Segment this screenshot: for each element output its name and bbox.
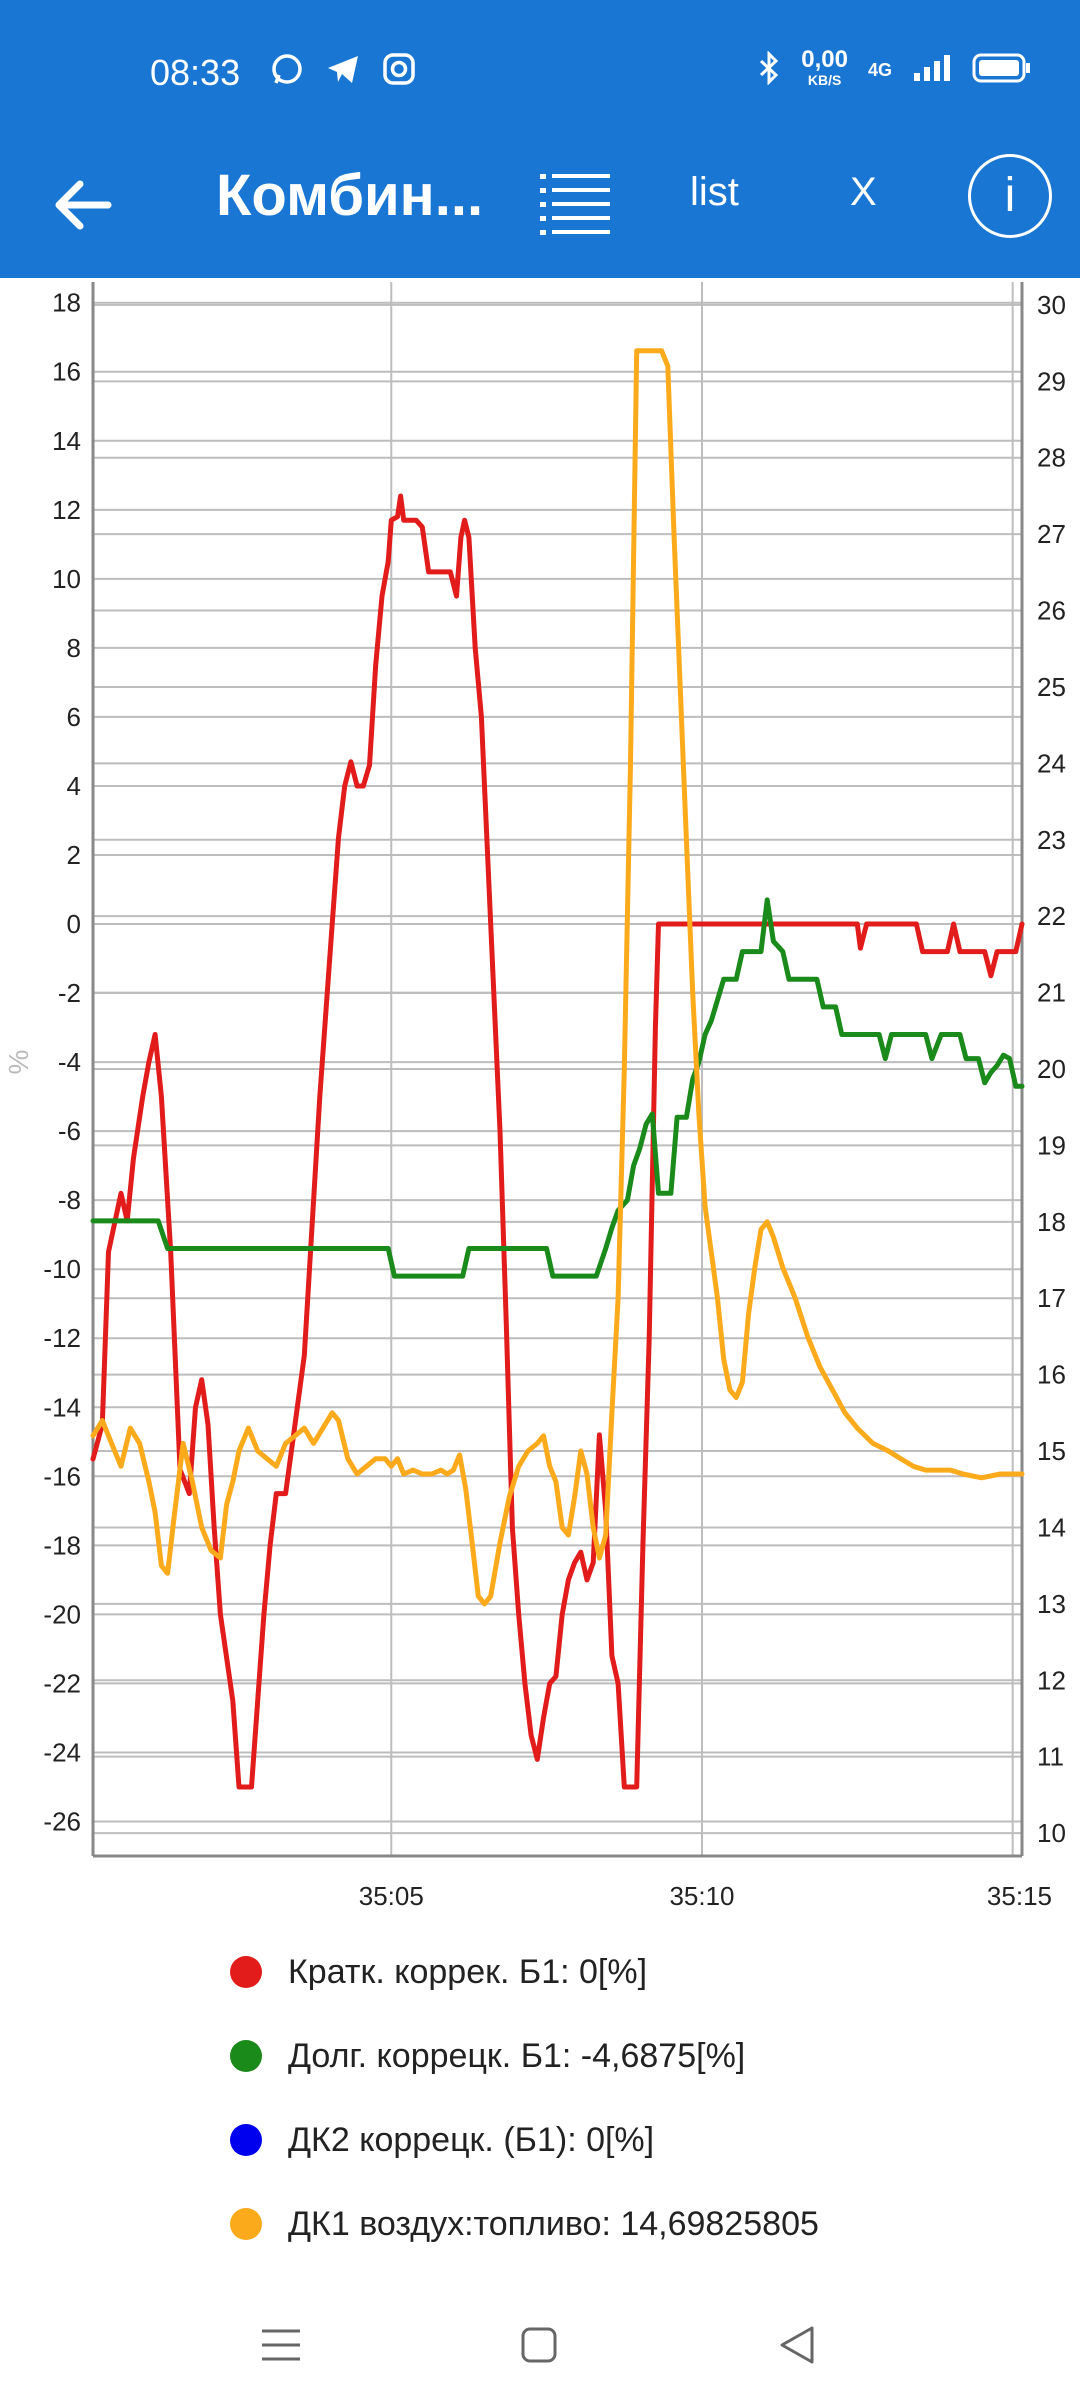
square-icon: [521, 2327, 557, 2363]
right-tick-label-25: 25: [1037, 672, 1066, 702]
left-tick-label--8: -8: [58, 1185, 81, 1215]
right-tick-label-30: 30: [1037, 290, 1066, 320]
toolbar: Комбин... list X i: [0, 140, 1080, 278]
right-tick-label-14: 14: [1037, 1512, 1066, 1542]
signal-icon: [912, 53, 952, 88]
right-tick-label-27: 27: [1037, 519, 1066, 549]
status-bar: 08:33 0,00 KB/S 4G: [0, 0, 1080, 140]
right-tick-label-18: 18: [1037, 1207, 1066, 1237]
left-tick-label--4: -4: [58, 1047, 81, 1077]
right-tick-label-15: 15: [1037, 1436, 1066, 1466]
instagram-icon: [382, 52, 416, 86]
battery-icon: [972, 52, 1032, 89]
left-tick-label--26: -26: [43, 1806, 81, 1836]
left-tick-label--16: -16: [43, 1461, 81, 1491]
legend-dot-o2s1-afr: [230, 2208, 262, 2240]
bluetooth-icon: [757, 49, 781, 90]
chart-legend: Кратк. коррек. Б1: 0[%] Долг. коррецк. Б…: [230, 1930, 819, 2266]
legend-item-short-trim: Кратк. коррек. Б1: 0[%]: [230, 1930, 819, 2014]
left-tick-label-2: 2: [67, 840, 81, 870]
right-tick-label-19: 19: [1037, 1130, 1066, 1160]
legend-dot-long-trim: [230, 2040, 262, 2072]
left-tick-label--24: -24: [43, 1737, 81, 1767]
series-line-1: [90, 897, 1025, 1279]
x-tick-label-35-10: 35:10: [669, 1881, 734, 1911]
left-tick-label--2: -2: [58, 978, 81, 1008]
left-tick-label-10: 10: [52, 564, 81, 594]
right-tick-label-12: 12: [1037, 1665, 1066, 1695]
right-tick-label-11: 11: [1037, 1742, 1064, 1772]
left-tick-label--18: -18: [43, 1530, 81, 1560]
list-view-button[interactable]: [540, 166, 610, 236]
whatsapp-icon: [270, 52, 304, 86]
chart: 181614121086420-2-4-6-8-10-12-14-16-18-2…: [3, 282, 1066, 1911]
arrow-left-icon: [55, 180, 112, 230]
right-tick-label-13: 13: [1037, 1589, 1066, 1619]
x-tick-label-35-15: 35:15: [987, 1881, 1052, 1911]
series-line-3: [90, 348, 1025, 1607]
status-time: 08:33: [150, 52, 241, 93]
right-tick-label-10: 10: [1037, 1818, 1066, 1848]
legend-item-long-trim: Долг. коррецк. Б1: -4,6875[%]: [230, 2014, 819, 2098]
net-speed: 0,00 KB/S: [801, 48, 848, 90]
right-tick-label-23: 23: [1037, 825, 1066, 855]
left-tick-label--10: -10: [43, 1254, 81, 1284]
right-tick-label-21: 21: [1037, 978, 1066, 1008]
right-tick-label-20: 20: [1037, 1054, 1066, 1084]
network-type: 4G: [867, 59, 892, 80]
triangle-back-icon: [780, 2326, 814, 2364]
left-axis-label: %: [3, 1050, 34, 1075]
close-button[interactable]: X: [850, 170, 877, 214]
left-tick-label-4: 4: [67, 771, 81, 801]
legend-label-short-trim: Кратк. коррек. Б1: 0[%]: [288, 1952, 648, 1991]
legend-label-o2s2-trim: ДК2 коррецк. (Б1): 0[%]: [288, 2120, 655, 2159]
left-tick-label-8: 8: [67, 633, 81, 663]
left-tick-label-14: 14: [52, 426, 81, 456]
net-speed-value: 0,00: [801, 46, 848, 73]
left-tick-label--20: -20: [43, 1599, 81, 1629]
right-tick-label-17: 17: [1037, 1283, 1066, 1313]
left-tick-label-18: 18: [52, 288, 81, 318]
legend-label-o2s1-afr: ДК1 воздух:топливо: 14,69825805: [288, 2204, 819, 2243]
left-tick-label--22: -22: [43, 1668, 81, 1698]
x-tick-label-35-05: 35:05: [359, 1881, 424, 1911]
left-tick-label-0: 0: [67, 909, 81, 939]
back-button[interactable]: [50, 170, 120, 240]
system-nav-bar: [0, 2290, 1080, 2400]
legend-label-long-trim: Долг. коррецк. Б1: -4,6875[%]: [288, 2036, 746, 2075]
home-button[interactable]: [514, 2320, 564, 2370]
list-icon: [540, 174, 610, 235]
recent-apps-button[interactable]: [256, 2320, 306, 2370]
legend-dot-short-trim: [230, 1956, 262, 1988]
telegram-icon: [326, 52, 360, 86]
page-title: Комбин...: [216, 163, 484, 228]
back-nav-button[interactable]: [772, 2320, 822, 2370]
app-bar: 08:33 0,00 KB/S 4G: [0, 0, 1080, 278]
left-tick-label--12: -12: [43, 1323, 81, 1353]
right-tick-label-24: 24: [1037, 748, 1066, 778]
right-tick-label-28: 28: [1037, 443, 1066, 473]
legend-item-o2s1-afr: ДК1 воздух:топливо: 14,69825805: [230, 2182, 819, 2266]
legend-dot-o2s2-trim: [230, 2124, 262, 2156]
right-tick-label-26: 26: [1037, 596, 1066, 626]
left-tick-label--14: -14: [43, 1392, 81, 1422]
info-button[interactable]: i: [968, 154, 1052, 238]
list-button[interactable]: list: [690, 170, 739, 214]
right-tick-label-22: 22: [1037, 901, 1066, 931]
left-tick-label-16: 16: [52, 357, 81, 387]
right-tick-label-29: 29: [1037, 366, 1066, 396]
left-tick-label-12: 12: [52, 495, 81, 525]
right-tick-label-16: 16: [1037, 1360, 1066, 1390]
left-tick-label-6: 6: [67, 702, 81, 732]
left-tick-label--6: -6: [58, 1116, 81, 1146]
net-speed-unit: KB/S: [807, 72, 842, 88]
legend-item-o2s2-trim: ДК2 коррецк. (Б1): 0[%]: [230, 2098, 819, 2182]
menu-icon: [262, 2329, 300, 2361]
